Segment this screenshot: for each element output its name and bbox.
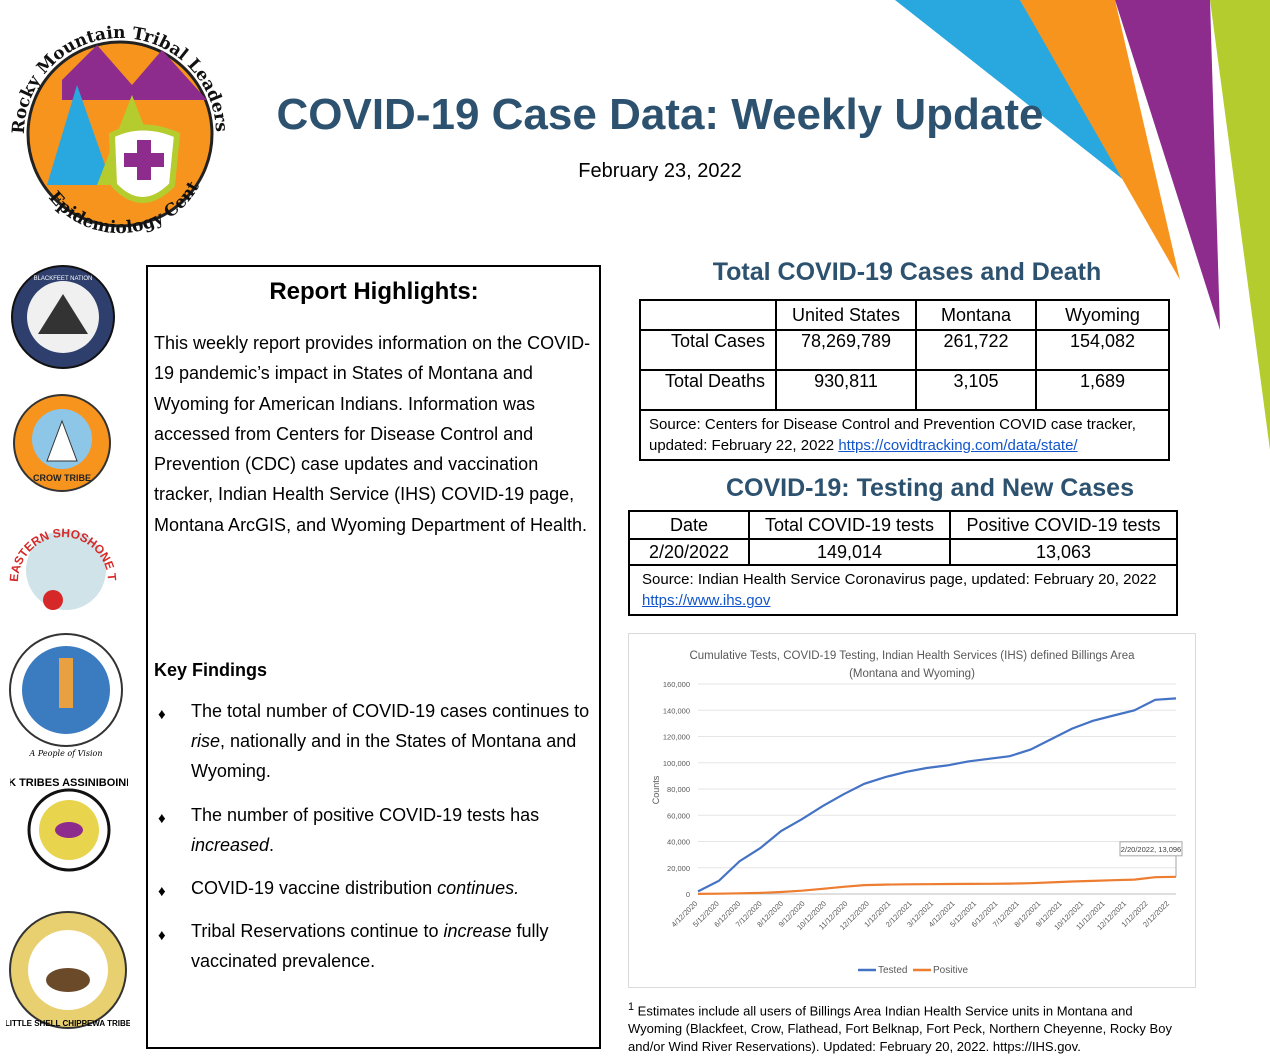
corner-orange-stripe [1020,0,1180,280]
fort-peck-seal: FT. PECK TRIBES ASSINIBOINE SIOUX [10,777,128,872]
crow-seal-text: CROW TRIBE [33,473,91,483]
cases-header-wy: Wyoming [1035,299,1170,331]
highlights-body: This weekly report provides information … [154,333,591,535]
cdc-source-link[interactable]: https://covidtracking.com/data/state/ [838,437,1078,454]
salish-kootenai-seal: A People of Vision [9,633,123,758]
blackfeet-nation-seal: BLACKFEET NATION [11,265,115,369]
bullet-icon: ♦ [158,706,166,723]
chart-y-tick-label: 0 [686,890,690,899]
page-title: COVID-19 Case Data: Weekly Update [276,90,1044,139]
testing-table: Date Total COVID-19 tests Positive COVID… [628,510,1178,616]
row-label: Total Deaths [639,369,777,411]
corner-decoration [895,0,1270,450]
finding-item: COVID-19 vaccine distribution continues. [191,878,520,898]
footnote-marker: 1 [628,1001,635,1013]
cell-value: 2/20/2022 [628,538,750,566]
cases-header-blank [639,299,777,331]
bullet-icon: ♦ [158,927,166,944]
table-row: 2/20/2022 149,014 13,063 [628,538,1178,566]
cell-value: 261,722 [915,329,1037,371]
cases-source: Source: Centers for Disease Control and … [639,409,1170,461]
corner-purple-stripe [1115,0,1220,330]
fort-peck-seal-text: FT. PECK TRIBES ASSINIBOINE SIOUX [10,777,128,789]
finding-item: The total number of COVID-19 cases conti… [191,701,590,781]
chart-y-tick-label: 20,000 [667,864,690,873]
corner-blue-stripe [895,0,1130,185]
crow-tribe-seal: CROW TRIBE [13,394,111,492]
footnote: 1 Estimates include all users of Billing… [628,998,1188,1056]
table-row: Total Deaths 930,811 3,105 1,689 [639,369,1170,411]
bullet-icon: ♦ [158,883,166,900]
key-findings-title: Key Findings [154,660,268,680]
testing-table-title: COVID-19: Testing and New Cases [726,474,1134,502]
cell-value: 13,063 [949,538,1178,566]
report-date: February 23, 2022 [578,160,742,182]
chart-annotation-label: 2/20/2022, 13,096 [1121,845,1181,854]
little-shell-seal-text: LITTLE SHELL CHIPPEWA TRIBE [6,1019,130,1028]
chart-legend: Tested Positive [858,965,968,976]
legend-tested-label: Tested [878,965,907,976]
eastern-shoshone-seal: EASTERN SHOSHONE TRIBE [8,512,118,610]
salish-seal-text: A People of Vision [29,749,103,758]
rmtlc-logo: Rocky Mountain Tribal Leaders Council Ep… [2,10,231,238]
cases-header-us: United States [775,299,917,331]
finding-item: The number of positive COVID-19 tests ha… [191,805,540,855]
chart-y-tick-label: 40,000 [667,838,690,847]
bullet-icon: ♦ [158,810,166,827]
cell-value: 154,082 [1035,329,1170,371]
chart-y-tick-label: 120,000 [663,733,690,742]
ihs-source-link[interactable]: https://www.ihs.gov [642,592,771,609]
testing-header-positive: Positive COVID-19 tests [949,510,1178,540]
testing-header-date: Date [628,510,750,540]
cell-value: 1,689 [1035,369,1170,411]
table-row: Total Cases 78,269,789 261,722 154,082 [639,329,1170,371]
finding-item: Tribal Reservations continue to increase… [191,921,549,971]
cumulative-tests-chart: Cumulative Tests, COVID-19 Testing, Indi… [651,650,1183,976]
blackfeet-seal-text: BLACKFEET NATION [34,276,93,282]
chart-y-tick-label: 80,000 [667,785,690,794]
cell-value: 930,811 [775,369,917,411]
chart-series-positive-line [697,875,1177,895]
chart-title-line2: (Montana and Wyoming) [849,668,975,680]
chart-y-tick-label: 140,000 [663,706,690,715]
chart-y-tick-label: 100,000 [663,759,690,768]
chart-y-tick-label: 160,000 [663,680,690,689]
row-label: Total Cases [639,329,777,371]
chart-y-label: Counts [651,775,661,804]
cases-header-mt: Montana [915,299,1037,331]
little-shell-seal: LITTLE SHELL CHIPPEWA TRIBE [6,911,130,1029]
chart-y-tick-label: 60,000 [667,811,690,820]
cases-table-title: Total COVID-19 Cases and Death [712,258,1102,286]
legend-positive-label: Positive [933,965,968,976]
testing-source: Source: Indian Health Service Coronaviru… [628,564,1178,616]
highlights-panel [146,265,601,1049]
cell-value: 3,105 [915,369,1037,411]
cases-table: United States Montana Wyoming Total Case… [639,299,1170,461]
cell-value: 78,269,789 [775,329,917,371]
chart-series-tested-line [697,697,1177,893]
testing-header-total: Total COVID-19 tests [748,510,951,540]
chart-annotation-box [1119,841,1183,857]
footnote-text: Estimates include all users of Billings … [628,1003,1172,1055]
chart-frame [628,633,1196,988]
highlights-title: Report Highlights: [269,278,479,305]
cell-value: 149,014 [748,538,951,566]
chart-title-line1: Cumulative Tests, COVID-19 Testing, Indi… [689,650,1135,662]
corner-green-stripe [1210,0,1270,450]
